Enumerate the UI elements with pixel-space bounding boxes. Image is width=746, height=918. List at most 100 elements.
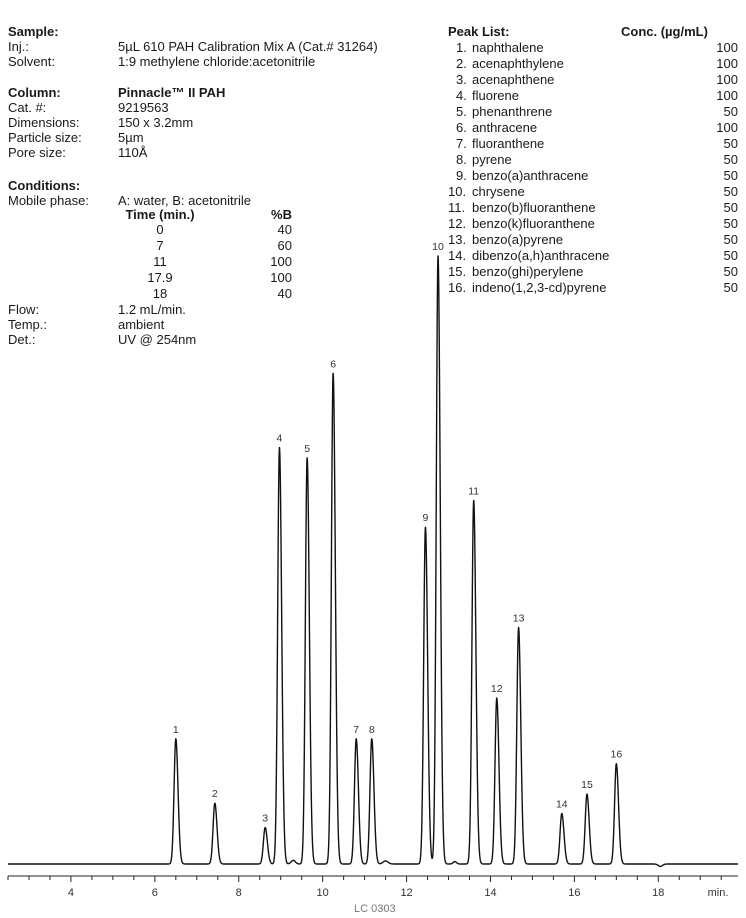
peak-list-conc: 50 <box>723 152 738 167</box>
peak-list-number: 14. <box>448 248 467 263</box>
peak-list-name: indeno(1,2,3-cd)pyrene <box>472 280 607 295</box>
peak-label: 14 <box>556 799 568 811</box>
det-value: UV @ 254nm <box>118 332 197 347</box>
peak-list-name: acenaphthylene <box>472 56 564 71</box>
mobile-phase-row: Mobile phase: A: water, B: acetonitrile <box>8 193 251 208</box>
peak-list-name: benzo(k)fluoranthene <box>472 216 595 231</box>
gradient-b: 40 <box>277 222 292 237</box>
peak-list-name: benzo(ghi)perylene <box>472 264 584 279</box>
gradient-time: 17.9 <box>147 270 173 285</box>
gradient-time: 11 <box>153 254 167 269</box>
peak-list-conc: 50 <box>723 200 738 215</box>
sample-inj-row: Inj.: 5µL 610 PAH Calibration Mix A (Cat.… <box>8 39 378 54</box>
temp-label: Temp.: <box>8 317 48 332</box>
column-pore-label: Pore size: <box>8 145 66 160</box>
peak-list-number: 10. <box>448 184 467 199</box>
column-particle-label: Particle size: <box>8 130 82 145</box>
column-dimensions-label: Dimensions: <box>8 115 80 130</box>
sample-solvent-value: 1:9 methylene chloride:acetonitrile <box>118 54 316 69</box>
column-cat-row: Cat. #: 9219563 <box>8 100 169 115</box>
peak-list-conc: 50 <box>723 280 738 295</box>
peak-list-name: benzo(b)fluoranthene <box>472 200 596 215</box>
peak-list-name: naphthalene <box>472 40 544 55</box>
peak-list-conc: 100 <box>716 72 738 87</box>
flow-value: 1.2 mL/min. <box>118 302 186 317</box>
column-cat-value: 9219563 <box>118 100 169 115</box>
det-row: Det.: UV @ 254nm <box>8 332 196 347</box>
gradient-time: 0 <box>156 222 164 237</box>
mobile-phase-value: A: water, B: acetonitrile <box>118 193 251 208</box>
peak-list-name: fluorene <box>472 88 519 103</box>
peak-list-name: pyrene <box>472 152 512 167</box>
sample-heading: Sample: <box>8 24 59 39</box>
peak-label: 5 <box>304 443 310 455</box>
peak-list-name: chrysene <box>472 184 525 199</box>
peak-list-number: 4. <box>456 88 467 103</box>
flow-label: Flow: <box>8 302 40 317</box>
peak-list-number: 12. <box>448 216 467 231</box>
gradient-b: 100 <box>270 254 292 269</box>
peak-list-number: 5. <box>456 104 467 119</box>
x-tick-label: 8 <box>236 887 242 899</box>
peak-label: 12 <box>491 683 503 695</box>
gradient-b: 40 <box>277 286 292 301</box>
peak-list-conc: 100 <box>716 88 738 103</box>
peak-list-name: benzo(a)anthracene <box>472 168 589 183</box>
peak-label: 2 <box>212 788 218 800</box>
peak-list-name: dibenzo(a,h)anthracene <box>472 248 610 263</box>
peak-list-name: acenaphthene <box>472 72 555 87</box>
gradient-time-header: Time (min.) <box>125 207 195 222</box>
peak-list-conc: 50 <box>723 168 738 183</box>
peak-list-heading: Peak List: <box>448 24 510 39</box>
mobile-phase-label: Mobile phase: <box>8 193 89 208</box>
peak-list-conc: 100 <box>716 56 738 71</box>
x-tick-label: 4 <box>68 887 74 899</box>
peak-list-number: 1. <box>456 40 467 55</box>
peak-label: 11 <box>468 485 479 497</box>
temp-value: ambient <box>118 317 165 332</box>
sample-solvent-row: Solvent: 1:9 methylene chloride:acetonitr… <box>8 54 315 69</box>
chromatogram-trace <box>7 255 739 868</box>
column-heading: Column: <box>8 85 61 100</box>
x-tick-label: 18 <box>652 887 664 899</box>
column-particle-row: Particle size: 5µm <box>8 130 144 145</box>
peak-list-conc: 50 <box>723 136 738 151</box>
peak-list-conc: 50 <box>723 248 738 263</box>
column-cat-label: Cat. #: <box>8 100 47 115</box>
x-tick-label: 14 <box>484 887 496 899</box>
peak-label: 4 <box>277 433 283 445</box>
peak-list-name: anthracene <box>472 120 538 135</box>
x-axis-label: min. <box>708 887 729 899</box>
peak-list-name: phenanthrene <box>472 104 553 119</box>
temp-row: Temp.: ambient <box>8 317 164 332</box>
conc-heading: Conc. (µg/mL) <box>621 24 708 39</box>
peak-list-number: 11. <box>448 200 466 215</box>
peak-label: 3 <box>262 813 268 825</box>
peak-label: 6 <box>330 358 336 370</box>
column-name: Pinnacle™ II PAH <box>118 85 226 100</box>
sample-inj-value: 5µL 610 PAH Calibration Mix A (Cat.# 312… <box>118 39 378 54</box>
peak-list-conc: 50 <box>723 104 738 119</box>
sample-inj-label: Inj.: <box>8 39 29 54</box>
x-tick-label: 12 <box>400 887 412 899</box>
column-pore-row: Pore size: 110Å <box>8 145 147 160</box>
peak-list-number: 6. <box>456 120 467 135</box>
peak-list-number: 8. <box>456 152 467 167</box>
x-tick-label: 6 <box>152 887 158 899</box>
peak-label: 8 <box>369 724 375 736</box>
peak-label: 16 <box>610 749 622 761</box>
peak-list-name: benzo(a)pyrene <box>472 232 564 247</box>
peak-list-number: 9. <box>456 168 467 183</box>
x-tick-label: 16 <box>568 887 580 899</box>
column-pore-value: 110Å <box>118 145 148 160</box>
gradient-time: 7 <box>156 238 164 253</box>
peak-list-name: fluoranthene <box>472 136 545 151</box>
column-particle-value: 5µm <box>118 130 144 145</box>
peak-list-number: 3. <box>456 72 467 87</box>
peak-list-conc: 50 <box>723 264 738 279</box>
peak-list-conc: 100 <box>716 120 738 135</box>
peak-list-number: 15. <box>448 264 467 279</box>
x-tick-label: 10 <box>317 887 329 899</box>
peak-label: 10 <box>432 241 444 253</box>
peak-list-conc: 50 <box>723 184 738 199</box>
